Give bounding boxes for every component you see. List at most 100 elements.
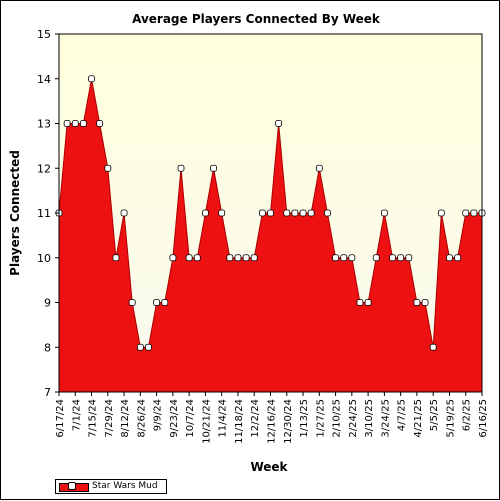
legend: Star Wars Mud xyxy=(55,479,167,494)
y-axis-label: Players Connected xyxy=(8,150,22,276)
data-point-marker xyxy=(454,254,462,262)
data-point-marker xyxy=(470,209,478,217)
data-point-marker xyxy=(71,120,79,127)
data-point-marker xyxy=(258,209,266,217)
data-point-marker xyxy=(80,120,87,127)
x-tick-label: 10/7/24 xyxy=(185,399,196,438)
x-tick-label: 6/2/25 xyxy=(462,399,473,431)
x-tick-label: 3/24/25 xyxy=(380,399,391,438)
data-point-marker xyxy=(397,254,405,262)
x-tick-label: 8/26/24 xyxy=(136,399,147,438)
x-tick-label: 12/30/24 xyxy=(283,399,294,444)
data-point-marker xyxy=(275,120,283,127)
legend-label-star-wars-mud: Star Wars Mud xyxy=(92,481,158,491)
chart-title: Average Players Connected By Week xyxy=(132,12,381,26)
data-point-marker xyxy=(413,299,421,306)
data-point-marker xyxy=(120,209,128,217)
data-point-marker xyxy=(218,209,226,217)
y-axis: 7 8 9 10 11 12 13 14 15 xyxy=(37,28,59,399)
data-point-marker xyxy=(283,209,291,217)
y-tick-label: 14 xyxy=(37,73,51,86)
x-tick-label: 1/27/25 xyxy=(315,399,326,438)
data-point-marker xyxy=(234,254,242,262)
data-point-marker xyxy=(372,254,380,262)
y-tick-label: 8 xyxy=(44,341,51,354)
x-tick-label: 2/10/25 xyxy=(332,399,343,438)
data-point-marker xyxy=(63,120,71,127)
data-point-marker xyxy=(437,209,445,217)
data-point-marker xyxy=(96,120,104,127)
x-tick-label: 12/2/24 xyxy=(250,399,261,438)
data-point-marker xyxy=(193,254,201,262)
x-tick-label: 10/21/24 xyxy=(201,399,212,444)
y-tick-label: 13 xyxy=(37,118,51,131)
x-tick-label: 6/17/24 xyxy=(55,399,66,438)
data-point-marker xyxy=(324,209,331,217)
data-point-marker xyxy=(161,299,169,306)
data-point-marker xyxy=(332,254,339,262)
data-point-marker xyxy=(210,164,217,172)
x-tick-label: 3/10/25 xyxy=(364,399,375,438)
data-point-marker xyxy=(128,299,136,306)
data-point-marker xyxy=(136,343,144,351)
data-point-marker xyxy=(340,254,348,262)
data-point-marker xyxy=(153,299,161,306)
data-point-marker xyxy=(226,254,234,262)
y-tick-label: 15 xyxy=(37,28,51,41)
legend-marker-icon xyxy=(68,482,76,490)
y-tick-label: 10 xyxy=(37,252,51,265)
data-point-marker xyxy=(185,254,193,262)
data-point-marker xyxy=(145,343,152,351)
data-point-marker xyxy=(446,254,453,262)
y-tick-label: 12 xyxy=(37,162,51,175)
data-point-marker xyxy=(307,209,315,217)
data-point-marker xyxy=(348,254,356,262)
x-tick-label: 4/21/25 xyxy=(413,399,424,438)
x-tick-label: 7/15/24 xyxy=(88,399,99,438)
data-point-marker xyxy=(177,164,185,172)
x-tick-label: 4/7/25 xyxy=(397,399,408,431)
data-point-marker xyxy=(421,299,429,306)
x-tick-label: 5/5/25 xyxy=(429,399,440,431)
x-tick-label: 6/16/25 xyxy=(478,399,489,438)
x-tick-label: 11/18/24 xyxy=(234,399,245,444)
x-tick-label: 5/19/25 xyxy=(445,399,456,438)
data-point-marker xyxy=(250,254,258,262)
data-point-marker xyxy=(462,209,470,217)
x-tick-label: 7/29/24 xyxy=(104,399,115,438)
data-point-marker xyxy=(429,343,437,351)
x-tick-label: 8/12/24 xyxy=(120,399,131,438)
data-point-marker xyxy=(104,164,112,172)
x-tick-label: 7/1/24 xyxy=(71,399,82,431)
x-tick-label: 1/13/25 xyxy=(299,399,310,438)
x-tick-label: 9/23/24 xyxy=(169,399,180,438)
data-point-marker xyxy=(88,75,95,83)
data-point-marker xyxy=(389,254,396,262)
y-tick-label: 9 xyxy=(44,297,51,310)
x-tick-label: 12/16/24 xyxy=(267,399,278,444)
data-point-marker xyxy=(364,299,372,306)
data-point-marker xyxy=(242,254,250,262)
data-point-marker xyxy=(202,209,209,217)
data-point-marker xyxy=(299,209,307,217)
data-point-marker xyxy=(267,209,274,217)
x-tick-label: 9/9/24 xyxy=(153,399,164,431)
x-tick-label: 2/24/25 xyxy=(348,399,359,438)
data-point-marker xyxy=(315,164,323,172)
data-point-marker xyxy=(112,254,120,262)
y-tick-label: 11 xyxy=(37,207,51,220)
data-point-marker xyxy=(291,209,299,217)
x-axis-label: Week xyxy=(250,460,288,474)
plot-border xyxy=(58,33,483,393)
x-axis: 6/17/24 7/1/24 7/15/24 7/29/24 8/12/24 8/26/2… xyxy=(55,392,489,444)
data-point-marker xyxy=(380,209,388,217)
y-tick-label: 7 xyxy=(44,386,51,399)
data-point-marker xyxy=(356,299,364,306)
x-tick-label: 11/4/24 xyxy=(218,399,229,438)
series-area-star-wars-mud xyxy=(59,78,482,392)
data-point-marker xyxy=(405,254,413,262)
data-marker-layer xyxy=(55,75,486,351)
data-point-marker xyxy=(169,254,177,262)
